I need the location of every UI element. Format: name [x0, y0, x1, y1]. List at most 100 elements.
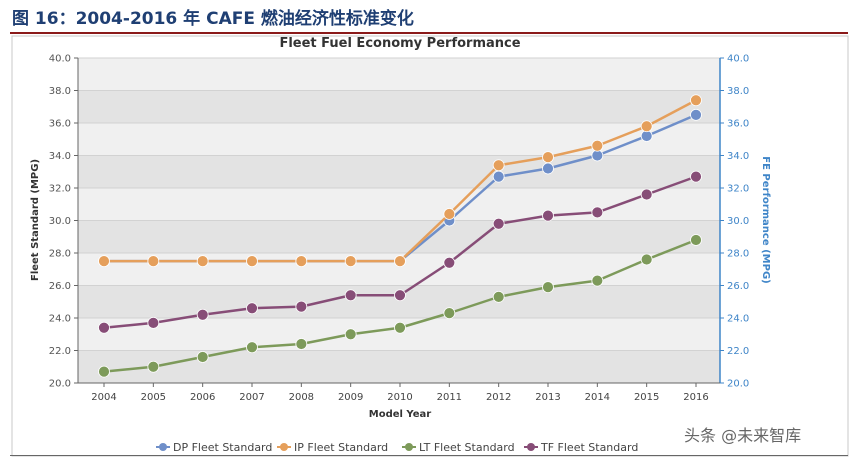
data-point-lt — [443, 307, 456, 320]
data-point-ip — [492, 159, 505, 172]
data-point-lt — [344, 328, 357, 341]
plot-band — [78, 90, 720, 123]
x-tick-label: 2004 — [91, 392, 116, 403]
right-y-axis-label: FE Performance (MPG) — [760, 156, 771, 283]
series-lt — [98, 234, 702, 378]
legend-marker-dp — [159, 443, 167, 451]
left-y-tick-label: 28.0 — [49, 249, 71, 260]
data-point-lt — [295, 338, 308, 350]
left-y-tick-label: 36.0 — [49, 119, 71, 130]
caption-divider — [10, 32, 848, 34]
data-point-ip — [443, 208, 456, 220]
data-point-dp — [542, 162, 554, 175]
legend-marker-tf — [527, 443, 535, 451]
data-point-ip — [98, 255, 110, 268]
left-y-tick-label: 38.0 — [49, 86, 71, 97]
bottom-divider — [10, 455, 848, 456]
left-y-tick-label: 22.0 — [49, 346, 71, 357]
right-y-tick-label: 28.0 — [727, 249, 749, 260]
right-y-tick-label: 30.0 — [727, 216, 749, 227]
right-y-tick-label: 40.0 — [727, 54, 749, 65]
data-point-ip — [344, 255, 357, 268]
chart-title: Fleet Fuel Economy Performance — [279, 36, 520, 51]
watermark: 头条 @未来智库 — [684, 426, 802, 445]
x-tick-label: 2009 — [338, 392, 363, 403]
data-point-ip — [394, 255, 406, 268]
plot-band — [78, 220, 720, 253]
data-point-lt — [147, 360, 160, 373]
right-y-tick-label: 26.0 — [727, 281, 749, 292]
data-point-lt — [394, 321, 406, 334]
series-tf — [98, 170, 702, 334]
legend-marker-ip — [280, 443, 288, 451]
data-point-ip — [147, 255, 160, 268]
right-y-tick-label: 22.0 — [727, 346, 749, 357]
data-point-ip — [196, 255, 209, 268]
legend-label-tf: TF Fleet Standard — [540, 441, 638, 454]
plot-band — [78, 350, 720, 383]
data-point-lt — [98, 365, 110, 378]
data-point-tf — [492, 217, 505, 230]
data-point-ip — [295, 255, 308, 268]
plot-band — [78, 155, 720, 188]
data-point-tf — [690, 170, 702, 183]
data-point-tf — [295, 300, 308, 313]
right-y-tick-label: 24.0 — [727, 314, 749, 325]
data-point-tf — [98, 321, 110, 334]
legend-marker-lt — [405, 443, 413, 451]
data-point-lt — [246, 341, 258, 354]
figure-caption: 图 16：2004-2016 年 CAFE 燃油经济性标准变化 — [12, 9, 414, 29]
x-tick-label: 2013 — [535, 392, 560, 403]
x-tick-label: 2011 — [437, 392, 462, 403]
data-point-tf — [542, 209, 554, 222]
data-point-ip — [640, 120, 653, 133]
x-tick-label: 2016 — [683, 392, 708, 403]
data-point-tf — [147, 316, 160, 329]
data-point-ip — [542, 151, 554, 164]
x-axis-ticks: 2004 2005 2006 2007 2008 2009 2010 2011 2012 2013… — [91, 383, 709, 403]
left-y-tick-label: 24.0 — [49, 314, 71, 325]
data-point-tf — [394, 289, 406, 302]
legend: DP Fleet Standard IP Fleet Standard LT Fle… — [156, 441, 638, 454]
x-tick-label: 2006 — [190, 392, 215, 403]
right-y-tick-label: 32.0 — [727, 184, 749, 195]
x-tick-label: 2005 — [141, 392, 166, 403]
data-point-lt — [690, 234, 702, 246]
data-point-tf — [344, 289, 357, 302]
data-point-ip — [591, 139, 604, 152]
left-y-tick-label: 34.0 — [49, 151, 71, 162]
data-point-tf — [640, 188, 653, 201]
legend-label-ip: IP Fleet Standard — [294, 441, 388, 454]
x-tick-label: 2015 — [634, 392, 659, 403]
left-y-tick-label: 20.0 — [49, 379, 71, 390]
series-ip — [98, 94, 702, 268]
data-point-lt — [640, 253, 653, 266]
legend-label-dp: DP Fleet Standard — [173, 441, 272, 454]
data-point-lt — [492, 290, 505, 303]
data-point-tf — [246, 302, 258, 315]
x-tick-label: 2014 — [585, 392, 610, 403]
data-point-dp — [492, 170, 505, 183]
y-axis-label: Fleet Standard (MPG) — [30, 159, 41, 281]
data-point-tf — [591, 206, 604, 219]
right-y-axis-ticks: 20.0 22.0 24.0 26.0 28.0 30.0 32.0 34.0 36.0 38.0… — [720, 54, 749, 390]
data-point-lt — [196, 351, 209, 363]
data-point-lt — [591, 274, 604, 287]
right-y-tick-label: 20.0 — [727, 379, 749, 390]
data-point-lt — [542, 281, 554, 294]
x-tick-label: 2008 — [289, 392, 314, 403]
left-y-tick-label: 26.0 — [49, 281, 71, 292]
x-tick-label: 2007 — [239, 392, 264, 403]
x-axis-label: Model Year — [369, 409, 432, 420]
right-y-tick-label: 36.0 — [727, 119, 749, 130]
left-y-tick-label: 40.0 — [49, 54, 71, 65]
data-point-tf — [443, 256, 456, 269]
series-layer — [98, 94, 702, 378]
right-y-tick-label: 38.0 — [727, 86, 749, 97]
data-point-ip — [246, 255, 258, 268]
data-point-ip — [690, 94, 702, 107]
x-tick-label: 2012 — [486, 392, 511, 403]
x-tick-label: 2010 — [387, 392, 412, 403]
right-y-tick-label: 34.0 — [727, 151, 749, 162]
